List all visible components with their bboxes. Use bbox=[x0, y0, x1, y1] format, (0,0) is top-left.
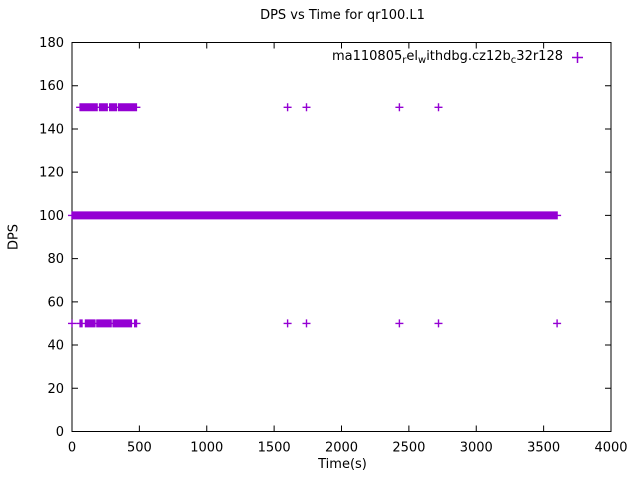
legend-label-subscript: r bbox=[402, 55, 407, 66]
y-tick-label: 140 bbox=[39, 122, 64, 137]
x-axis-label: Time(s) bbox=[318, 457, 367, 472]
plot-frame bbox=[71, 42, 612, 432]
legend-label-text: el bbox=[406, 49, 418, 64]
y-tick-label: 160 bbox=[39, 79, 64, 94]
axis-ticks bbox=[71, 42, 612, 432]
y-tick-label: 60 bbox=[47, 295, 64, 310]
y-tick-label: 0 bbox=[56, 425, 64, 440]
y-tick-label: 100 bbox=[39, 209, 64, 224]
x-tick-label: 2000 bbox=[325, 441, 358, 456]
x-tick-label: 1500 bbox=[258, 441, 291, 456]
y-axis-label: DPS bbox=[6, 223, 22, 251]
legend-label-text: 32r128 bbox=[516, 49, 563, 64]
x-tick-label: 2500 bbox=[392, 441, 425, 456]
x-tick-label: 4000 bbox=[594, 441, 627, 456]
legend-label-subscript: c bbox=[510, 55, 517, 66]
y-tick-label: 120 bbox=[39, 166, 64, 181]
legend-label-subscript: w bbox=[418, 55, 427, 66]
legend-label-text: ithdbg.cz12b bbox=[426, 49, 511, 64]
x-tick-label: 1000 bbox=[190, 441, 223, 456]
y-tick-label: 80 bbox=[47, 252, 64, 267]
x-tick-label: 3500 bbox=[527, 441, 560, 456]
legend: ma110805relwithdbg.cz12bc32r128 bbox=[0, 49, 583, 66]
y-tick-label: 40 bbox=[47, 339, 64, 354]
plus-marker-icon bbox=[572, 52, 583, 63]
x-tick-label: 500 bbox=[127, 441, 152, 456]
y-tick-label: 20 bbox=[47, 382, 64, 397]
chart-title: DPS vs Time for qr100.L1 bbox=[260, 8, 425, 23]
legend-series-label: ma110805relwithdbg.cz12bc32r128 bbox=[332, 49, 563, 66]
series-markers bbox=[68, 103, 562, 328]
legend-label-text: ma110805 bbox=[331, 49, 403, 64]
x-tick-label: 3000 bbox=[460, 441, 493, 456]
x-tick-label: 0 bbox=[68, 441, 76, 456]
y-tick-label: 180 bbox=[39, 36, 64, 51]
